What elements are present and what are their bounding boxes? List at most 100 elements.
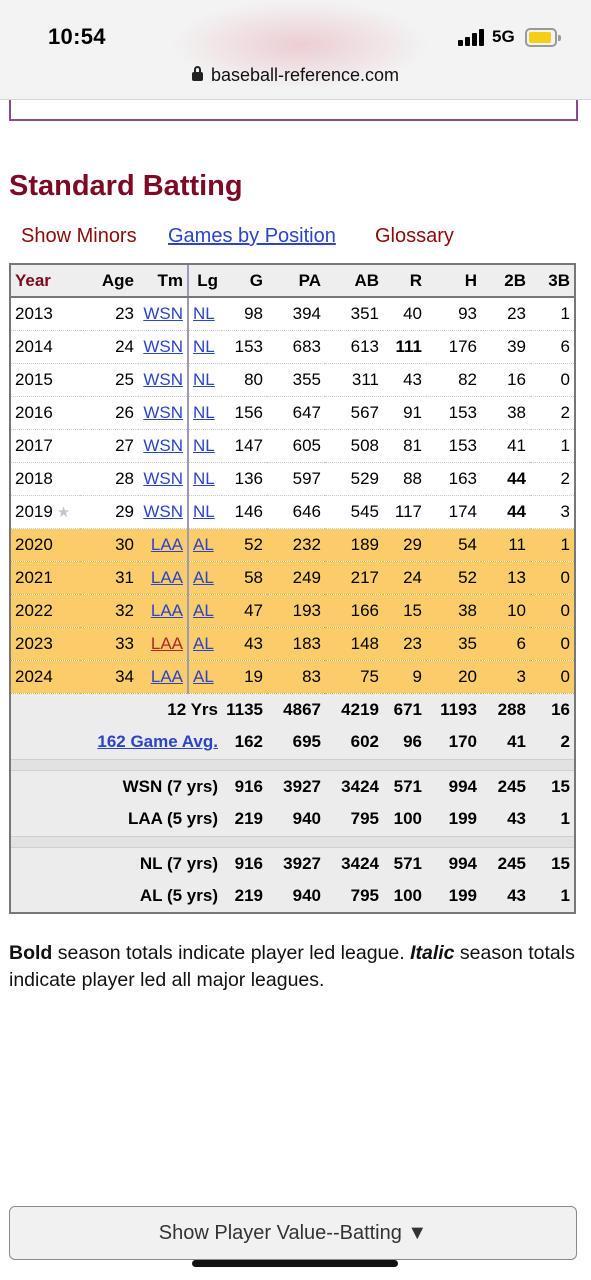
age-cell: 30	[115, 534, 134, 554]
league-link[interactable]: NL	[193, 435, 215, 455]
age-cell: 28	[115, 468, 134, 488]
home-indicator[interactable]	[192, 1260, 398, 1267]
ab-total-cell: 3424	[341, 776, 379, 796]
header-lg[interactable]: Lg	[187, 263, 222, 298]
game-avg-link[interactable]: 162 Game Avg.	[97, 732, 218, 752]
year-cell: 2024	[15, 666, 53, 686]
team-link[interactable]: WSN	[143, 468, 183, 488]
pa-total-cell: 695	[292, 732, 321, 752]
year-cell: 2013	[15, 303, 53, 323]
table-row: 2024 34 LAA AL 19 83 75 9 20 3 0	[10, 660, 575, 694]
header-g[interactable]: G	[222, 263, 267, 298]
league-link[interactable]: NL	[193, 369, 215, 389]
glossary-link[interactable]: Glossary	[375, 225, 454, 247]
team-link[interactable]: WSN	[143, 336, 183, 356]
t-cell: 1	[560, 303, 570, 323]
header-r[interactable]: R	[383, 263, 426, 298]
address-bar[interactable]: baseball-reference.com	[0, 65, 591, 86]
team-link[interactable]: LAA	[150, 633, 183, 653]
table-row: 2019 ★ 29 WSN NL 146 646 545 117 174 44 3	[10, 495, 575, 529]
ab-cell: 508	[350, 435, 379, 455]
r-cell: 23	[403, 633, 422, 653]
h-total-cell: 1193	[440, 699, 477, 719]
ab-cell: 217	[350, 567, 379, 587]
league-link[interactable]: AL	[193, 633, 214, 653]
ab-cell: 75	[360, 666, 379, 686]
team-link[interactable]: LAA	[150, 534, 183, 554]
totals-row: WSN (7 yrs) 916 3927 3424 571 994 245 15	[10, 770, 575, 803]
league-link[interactable]: AL	[193, 534, 214, 554]
d-cell: 3	[516, 666, 526, 686]
league-link[interactable]: NL	[193, 501, 215, 521]
ab-total-cell: 4219	[341, 699, 379, 719]
team-link[interactable]: WSN	[143, 435, 183, 455]
g-total-cell: 162	[234, 732, 263, 752]
r-total-cell: 671	[393, 699, 422, 719]
d-total-cell: 245	[497, 776, 526, 796]
team-link[interactable]: LAA	[150, 567, 183, 587]
d-cell: 41	[507, 435, 526, 455]
signal-icon	[458, 29, 484, 46]
battery-icon	[525, 28, 561, 47]
league-link[interactable]: AL	[193, 600, 214, 620]
ab-cell: 148	[350, 633, 379, 653]
r-total-cell: 571	[393, 776, 422, 796]
table-row: 2013 23 WSN NL 98 394 351 40 93 23 1	[10, 297, 575, 331]
g-cell: 47	[244, 600, 263, 620]
age-cell: 27	[115, 435, 134, 455]
g-cell: 98	[244, 303, 263, 323]
header-age[interactable]: Age	[80, 263, 138, 298]
league-link[interactable]: NL	[193, 336, 215, 356]
pa-total-cell: 940	[292, 886, 321, 905]
show-player-value-batting-button[interactable]: Show Player Value--Batting ▼	[9, 1206, 577, 1260]
table-row: 2015 25 WSN NL 80 355 311 43 82 16 0	[10, 363, 575, 397]
h-cell: 174	[448, 501, 477, 521]
pa-cell: 83	[302, 666, 321, 686]
year-cell: 2015	[15, 369, 53, 389]
year-cell: 2017	[15, 435, 53, 455]
r-total-cell: 100	[393, 809, 422, 829]
year-cell: 2020	[15, 534, 53, 554]
pa-cell: 646	[292, 501, 321, 521]
d-cell: 16	[507, 369, 526, 389]
h-cell: 54	[458, 534, 477, 554]
g-total-cell: 916	[234, 776, 263, 796]
show-minors-link[interactable]: Show Minors	[21, 225, 137, 247]
pa-cell: 232	[292, 534, 321, 554]
totals-row: 12 Yrs 1135 4867 4219 671 1193 288 16	[10, 693, 575, 726]
team-link[interactable]: WSN	[143, 402, 183, 422]
games-by-position-link[interactable]: Games by Position	[168, 225, 336, 247]
header-ab[interactable]: AB	[325, 263, 383, 298]
header-year[interactable]: Year	[10, 263, 80, 298]
header-3b[interactable]: 3B	[530, 263, 575, 298]
d-cell: 10	[507, 600, 526, 620]
totals-row: LAA (5 yrs) 219 940 795 100 199 43 1	[10, 803, 575, 836]
league-link[interactable]: AL	[193, 666, 214, 686]
h-cell: 153	[448, 402, 477, 422]
table-row: 2017 27 WSN NL 147 605 508 81 153 41 1	[10, 429, 575, 463]
header-h[interactable]: H	[426, 263, 481, 298]
t-cell: 2	[560, 402, 570, 422]
age-cell: 32	[115, 600, 134, 620]
year-cell: 2023	[15, 633, 53, 653]
r-cell: 29	[403, 534, 422, 554]
d-total-cell: 41	[507, 732, 526, 752]
header-pa[interactable]: PA	[267, 263, 325, 298]
team-link[interactable]: WSN	[143, 501, 183, 521]
header-tm[interactable]: Tm	[138, 263, 188, 298]
pa-cell: 647	[292, 402, 321, 422]
league-link[interactable]: NL	[193, 402, 215, 422]
t-total-cell: 1	[560, 886, 570, 905]
g-total-cell: 916	[234, 853, 263, 873]
league-link[interactable]: NL	[193, 468, 215, 488]
d-cell: 38	[507, 402, 526, 422]
team-link[interactable]: WSN	[143, 303, 183, 323]
header-2b[interactable]: 2B	[481, 263, 530, 298]
team-link[interactable]: LAA	[150, 666, 183, 686]
status-time: 10:54	[48, 24, 106, 49]
team-link[interactable]: LAA	[150, 600, 183, 620]
team-link[interactable]: WSN	[143, 369, 183, 389]
note-italic: Italic	[410, 942, 455, 964]
league-link[interactable]: AL	[193, 567, 214, 587]
league-link[interactable]: NL	[193, 303, 215, 323]
